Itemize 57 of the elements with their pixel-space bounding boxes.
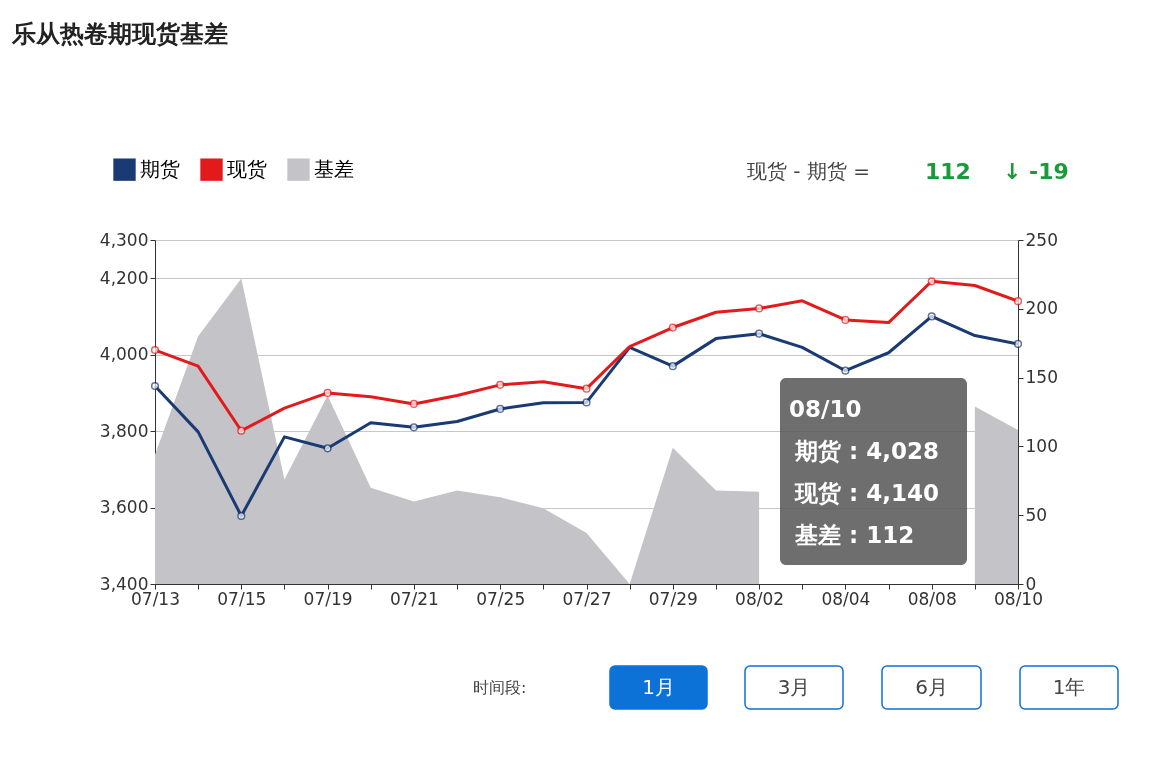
x-tick-label: 07/15 bbox=[217, 588, 267, 609]
y-tick-label: 3,600 bbox=[99, 497, 149, 518]
point bbox=[496, 380, 505, 389]
text: 1月 bbox=[642, 675, 675, 699]
point bbox=[755, 304, 764, 313]
text: 现货 - 期货 = bbox=[747, 159, 871, 183]
point bbox=[409, 423, 418, 432]
y-tick-label: 4,300 bbox=[99, 229, 149, 250]
x-tick-label: 07/27 bbox=[562, 588, 612, 609]
x-tick-label: 08/02 bbox=[735, 588, 785, 609]
annotation: 现货 : 4,140 bbox=[794, 480, 939, 506]
legend-label: 基差 bbox=[314, 156, 354, 181]
point bbox=[237, 426, 246, 435]
x-tick-label: 07/21 bbox=[389, 588, 439, 609]
point bbox=[150, 381, 160, 391]
y2-tick-label: 250 bbox=[1025, 229, 1058, 250]
x-tick-label: 08/04 bbox=[821, 588, 871, 609]
point bbox=[668, 323, 677, 332]
text: 112 bbox=[925, 159, 971, 184]
annotation: 08/10 bbox=[789, 396, 862, 422]
point bbox=[237, 511, 246, 521]
text: 1年 bbox=[1052, 675, 1086, 699]
point bbox=[841, 315, 850, 324]
point bbox=[582, 398, 591, 407]
legend-label: 期货 bbox=[140, 156, 180, 181]
y2-tick-label: 150 bbox=[1025, 367, 1058, 388]
point bbox=[582, 384, 591, 393]
text: 6月 bbox=[915, 675, 948, 699]
text: 时间段: bbox=[473, 678, 527, 697]
text: ↓ -19 bbox=[1003, 159, 1069, 184]
point bbox=[668, 362, 677, 371]
y2-tick-label: 200 bbox=[1025, 298, 1058, 319]
point bbox=[1013, 297, 1023, 306]
chart-title: 乐从热卷期现货基差 bbox=[11, 20, 228, 48]
x-tick-label: 07/25 bbox=[476, 588, 526, 609]
legend-label: 现货 bbox=[227, 156, 267, 181]
point bbox=[841, 366, 850, 375]
point bbox=[755, 329, 764, 338]
x-tick-label: 07/29 bbox=[648, 588, 698, 609]
point bbox=[927, 277, 936, 286]
text: 3月 bbox=[777, 675, 811, 699]
y-tick-label: 4,000 bbox=[99, 344, 149, 365]
annotation: 基差 : 112 bbox=[794, 522, 915, 548]
point bbox=[409, 399, 418, 409]
y2-tick-label: 100 bbox=[1025, 435, 1058, 456]
point bbox=[150, 345, 160, 355]
x-tick-label: 07/19 bbox=[303, 588, 353, 609]
point bbox=[496, 404, 505, 414]
point bbox=[927, 312, 936, 321]
y2-tick-label: 50 bbox=[1025, 504, 1048, 525]
y-tick-label: 3,800 bbox=[99, 420, 149, 441]
y-tick-label: 4,200 bbox=[99, 267, 149, 288]
annotation: 期货 : 4,028 bbox=[794, 438, 939, 464]
x-tick-label: 08/08 bbox=[907, 588, 957, 609]
point bbox=[1013, 339, 1023, 349]
point bbox=[323, 388, 332, 397]
point bbox=[323, 444, 332, 453]
